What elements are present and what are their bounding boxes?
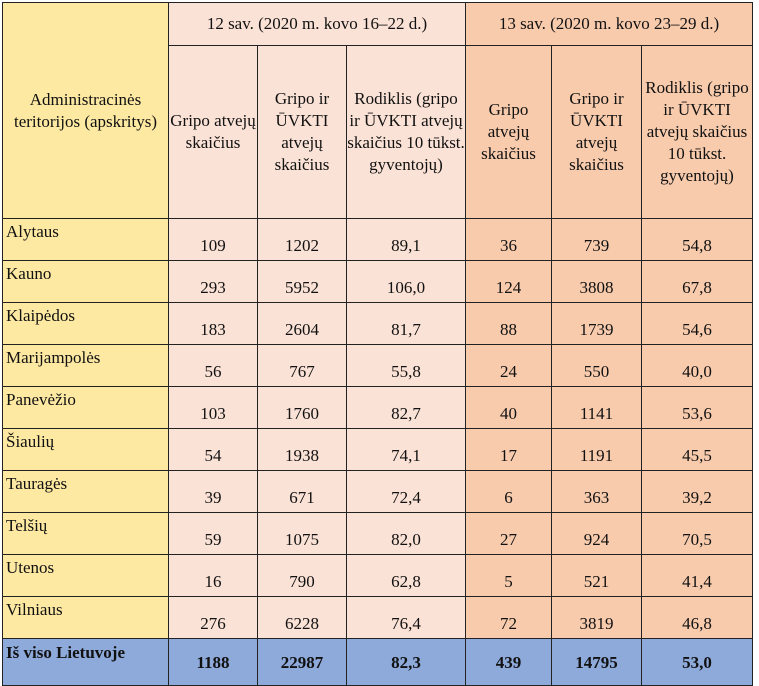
w12-flu-ari-cell: 1760 (257, 386, 347, 429)
region-name: Kauno (2, 260, 169, 303)
region-name: Telšių (2, 512, 169, 555)
w13-flu-ari-cell: 3808 (551, 260, 642, 303)
header-w13-rate: Rodiklis (gripo ir ŪVKTI atvejų skaičius… (641, 45, 753, 219)
w13-flu-cell: 27 (465, 512, 552, 555)
table-row: Marijampolės 56 767 55,8 24 550 40,0 (2, 344, 753, 387)
w13-rate-cell: 54,6 (641, 302, 753, 345)
w13-flu-ari-cell: 1141 (551, 386, 642, 429)
w12-rate-cell: 74,1 (346, 428, 466, 471)
w12-flu-ari-cell: 1075 (257, 512, 347, 555)
w12-rate-cell: 55,8 (346, 344, 466, 387)
w12-flu-ari-cell: 5952 (257, 260, 347, 303)
w13-flu-cell: 6 (465, 470, 552, 513)
w13-rate-cell: 67,8 (641, 260, 753, 303)
header-region: Administracinės teritorijos (apskritys) (2, 2, 169, 219)
region-name: Tauragės (2, 470, 169, 513)
region-name: Panevėžio (2, 386, 169, 429)
w13-flu-cell: 88 (465, 302, 552, 345)
header-w13-flu-ari: Gripo ir ŪVKTI atvejų skaičius (551, 45, 642, 219)
total-w13-flu-ari: 14795 (551, 638, 642, 686)
region-name: Šiaulių (2, 428, 169, 471)
w13-flu-ari-cell: 1191 (551, 428, 642, 471)
region-name: Alytaus (2, 218, 169, 261)
table-row: Tauragės 39 671 72,4 6 363 39,2 (2, 470, 753, 513)
w12-flu-ari-cell: 790 (257, 554, 347, 597)
w13-rate-cell: 46,8 (641, 596, 753, 639)
w13-rate-cell: 41,4 (641, 554, 753, 597)
header-w13-flu: Gripo atvejų skaičius (465, 45, 552, 219)
table-row: Vilniaus 276 6228 76,4 72 3819 46,8 (2, 596, 753, 639)
total-row: Iš viso Lietuvoje 1188 22987 82,3 439 14… (2, 638, 753, 686)
header-week12: 12 sav. (2020 m. kovo 16–22 d.) (168, 2, 466, 46)
w12-flu-cell: 54 (168, 428, 258, 471)
w12-flu-cell: 183 (168, 302, 258, 345)
w13-flu-cell: 40 (465, 386, 552, 429)
region-name: Klaipėdos (2, 302, 169, 345)
w13-flu-cell: 24 (465, 344, 552, 387)
w12-rate-cell: 82,0 (346, 512, 466, 555)
w12-flu-cell: 103 (168, 386, 258, 429)
w12-flu-cell: 293 (168, 260, 258, 303)
w13-flu-ari-cell: 363 (551, 470, 642, 513)
w13-rate-cell: 40,0 (641, 344, 753, 387)
table-row: Panevėžio 103 1760 82,7 40 1141 53,6 (2, 386, 753, 429)
w12-rate-cell: 76,4 (346, 596, 466, 639)
w13-flu-ari-cell: 1739 (551, 302, 642, 345)
table-row: Šiaulių 54 1938 74,1 17 1191 45,5 (2, 428, 753, 471)
total-w12-flu-ari: 22987 (257, 638, 347, 686)
region-name: Utenos (2, 554, 169, 597)
total-w12-flu: 1188 (168, 638, 258, 686)
table-row: Utenos 16 790 62,8 5 521 41,4 (2, 554, 753, 597)
w12-flu-ari-cell: 1938 (257, 428, 347, 471)
w13-flu-cell: 124 (465, 260, 552, 303)
w13-rate-cell: 70,5 (641, 512, 753, 555)
w13-rate-cell: 39,2 (641, 470, 753, 513)
w12-flu-ari-cell: 2604 (257, 302, 347, 345)
w12-flu-ari-cell: 767 (257, 344, 347, 387)
header-w12-rate: Rodiklis (gripo ir ŪVKTI atvejų skaičius… (346, 45, 466, 219)
header-week13: 13 sav. (2020 m. kovo 23–29 d.) (465, 2, 753, 46)
w12-rate-cell: 82,7 (346, 386, 466, 429)
w12-flu-cell: 16 (168, 554, 258, 597)
region-name: Marijampolės (2, 344, 169, 387)
w13-flu-ari-cell: 924 (551, 512, 642, 555)
total-w13-flu: 439 (465, 638, 552, 686)
w12-flu-cell: 56 (168, 344, 258, 387)
region-name: Vilniaus (2, 596, 169, 639)
w13-flu-cell: 17 (465, 428, 552, 471)
header-w12-flu-ari: Gripo ir ŪVKTI atvejų skaičius (257, 45, 347, 219)
w13-rate-cell: 53,6 (641, 386, 753, 429)
total-w13-rate: 53,0 (641, 638, 753, 686)
w12-rate-cell: 89,1 (346, 218, 466, 261)
table-body: Alytaus 109 1202 89,1 36 739 54,8 Kauno 293 5952 1… (2, 218, 753, 686)
w13-flu-ari-cell: 739 (551, 218, 642, 261)
w13-flu-cell: 72 (465, 596, 552, 639)
w12-rate-cell: 81,7 (346, 302, 466, 345)
w13-rate-cell: 45,5 (641, 428, 753, 471)
total-label: Iš viso Lietuvoje (2, 638, 169, 686)
w12-flu-ari-cell: 1202 (257, 218, 347, 261)
w13-flu-ari-cell: 3819 (551, 596, 642, 639)
w12-rate-cell: 106,0 (346, 260, 466, 303)
total-w12-rate: 82,3 (346, 638, 466, 686)
w13-flu-ari-cell: 521 (551, 554, 642, 597)
w12-flu-cell: 39 (168, 470, 258, 513)
w12-flu-cell: 109 (168, 218, 258, 261)
table-row: Alytaus 109 1202 89,1 36 739 54,8 (2, 218, 753, 261)
w12-flu-cell: 276 (168, 596, 258, 639)
w13-flu-cell: 5 (465, 554, 552, 597)
w13-flu-ari-cell: 550 (551, 344, 642, 387)
header-w12-flu: Gripo atvejų skaičius (168, 45, 258, 219)
table-row: Klaipėdos 183 2604 81,7 88 1739 54,6 (2, 302, 753, 345)
w12-flu-ari-cell: 671 (257, 470, 347, 513)
w12-rate-cell: 72,4 (346, 470, 466, 513)
w13-rate-cell: 54,8 (641, 218, 753, 261)
w13-flu-cell: 36 (465, 218, 552, 261)
w12-rate-cell: 62,8 (346, 554, 466, 597)
table-row: Kauno 293 5952 106,0 124 3808 67,8 (2, 260, 753, 303)
table-row: Telšių 59 1075 82,0 27 924 70,5 (2, 512, 753, 555)
w12-flu-cell: 59 (168, 512, 258, 555)
w12-flu-ari-cell: 6228 (257, 596, 347, 639)
